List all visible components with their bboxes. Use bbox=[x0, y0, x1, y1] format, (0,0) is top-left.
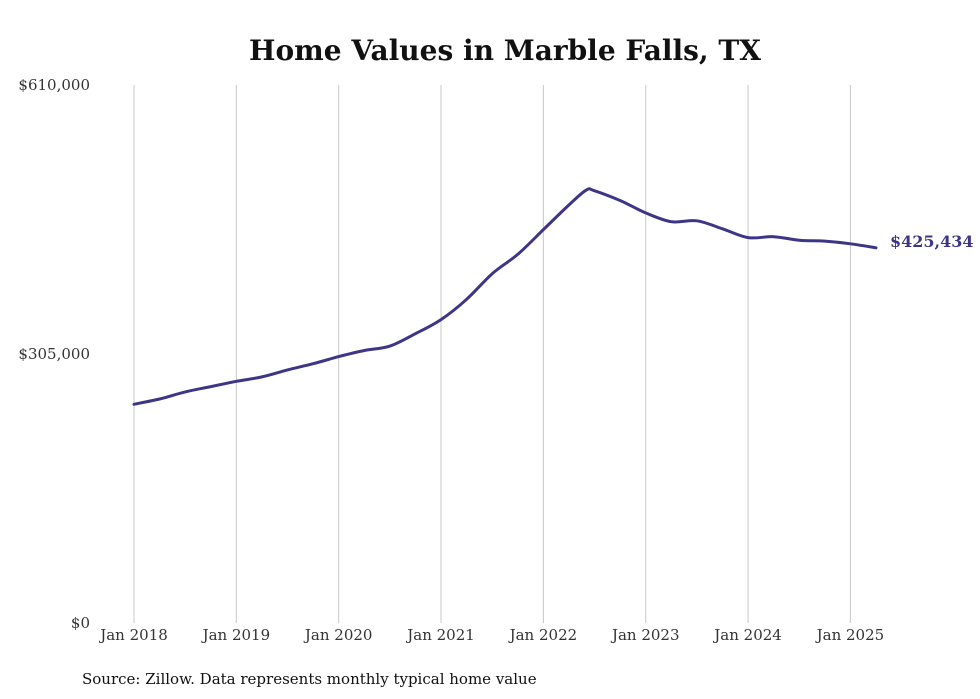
x-tick-label-2: Jan 2020 bbox=[303, 626, 373, 644]
x-tick-label-6: Jan 2024 bbox=[712, 626, 782, 644]
y-tick-label-1: $305,000 bbox=[18, 345, 90, 363]
source-note: Source: Zillow. Data represents monthly … bbox=[82, 670, 537, 688]
end-value-label: $425,434 bbox=[890, 232, 974, 251]
x-tick-label-4: Jan 2022 bbox=[508, 626, 578, 644]
x-tick-label-1: Jan 2019 bbox=[201, 626, 271, 644]
x-axis: Jan 2018 Jan 2019 Jan 2020 Jan 2021 Jan 2022… bbox=[98, 626, 884, 644]
y-tick-label-2: $610,000 bbox=[18, 76, 90, 94]
x-tick-label-0: Jan 2018 bbox=[98, 626, 168, 644]
y-axis: $0 $305,000 $610,000 bbox=[18, 76, 90, 632]
x-tick-label-7: Jan 2025 bbox=[815, 626, 885, 644]
chart-title: Home Values in Marble Falls, TX bbox=[249, 34, 761, 67]
series-line bbox=[132, 187, 878, 406]
x-tick-label-5: Jan 2023 bbox=[610, 626, 680, 644]
y-tick-label-0: $0 bbox=[71, 614, 90, 632]
gridlines bbox=[133, 85, 851, 623]
x-tick-label-3: Jan 2021 bbox=[405, 626, 475, 644]
